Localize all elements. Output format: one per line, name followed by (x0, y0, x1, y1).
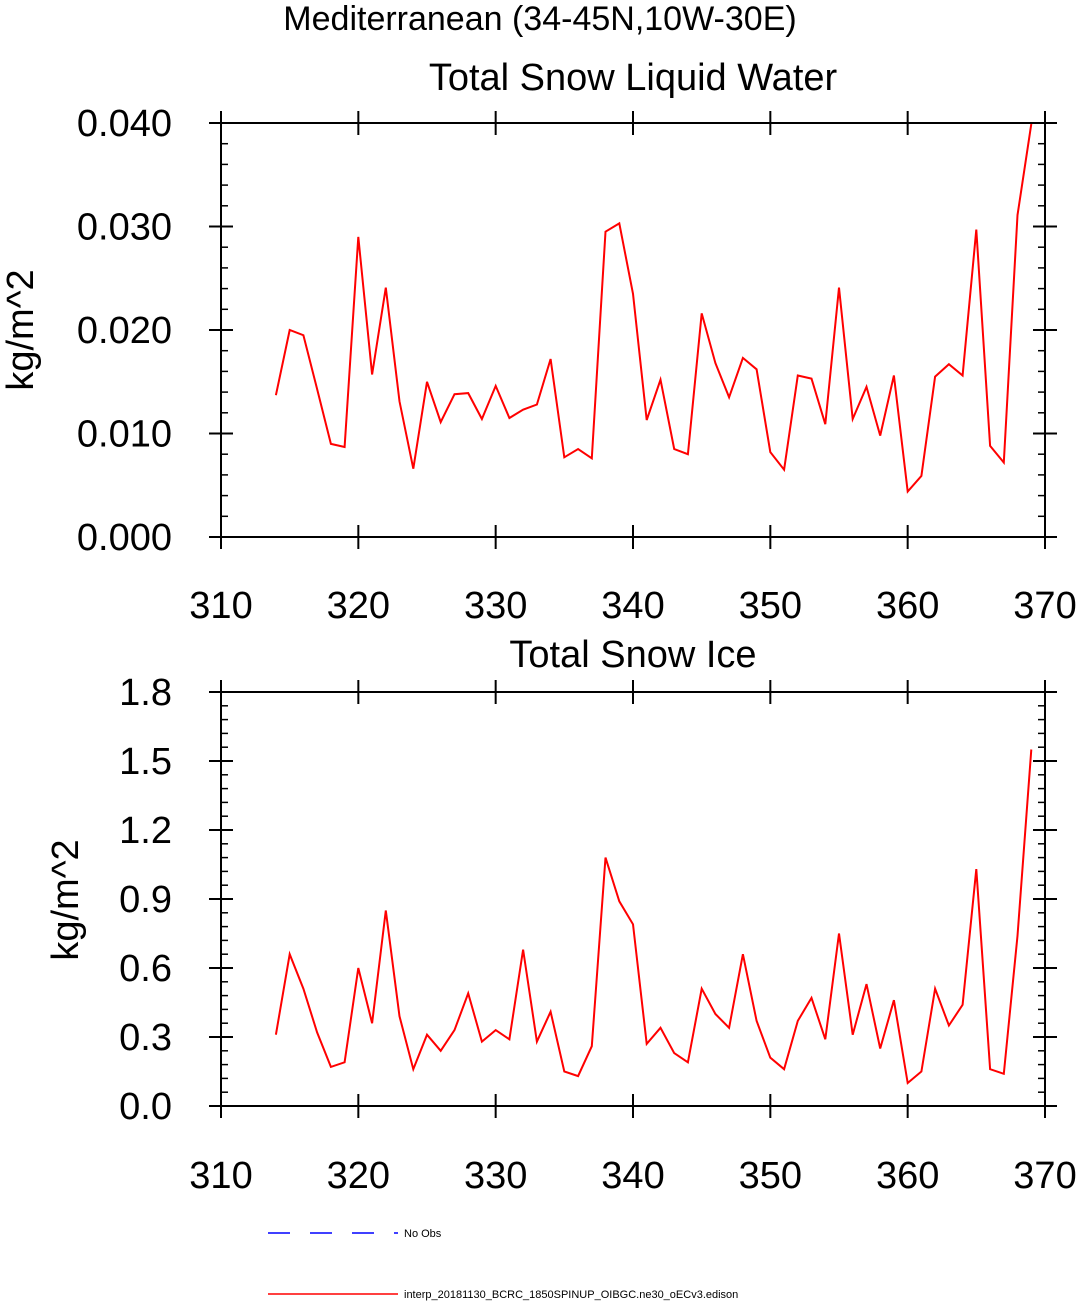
series-line-model (274, 123, 1033, 494)
x-tick-label: 350 (739, 1155, 802, 1197)
y-tick-label: 1.8 (119, 672, 172, 714)
y-tick-label: 0.0 (119, 1086, 172, 1128)
x-tick-label: 320 (327, 585, 390, 627)
x-tick-label: 340 (601, 585, 664, 627)
figure-title: Mediterranean (34-45N,10W-30E) (283, 0, 796, 38)
y-tick-label: 1.2 (119, 810, 172, 852)
x-tick-label: 320 (327, 1155, 390, 1197)
x-tick-label: 310 (189, 585, 252, 627)
x-tick-label: 330 (464, 1155, 527, 1197)
y-tick-label: 0.040 (77, 103, 172, 145)
x-tick-label: 360 (876, 585, 939, 627)
legend-label-no-obs: No Obs (404, 1228, 442, 1240)
x-tick-label: 360 (876, 1155, 939, 1197)
legend: No Obs interp_20181130_BCRC_1850SPINUP_O… (268, 1228, 738, 1301)
x-tick-label: 330 (464, 585, 527, 627)
panel-title-snow-liquid-water: Total Snow Liquid Water (429, 57, 838, 99)
y-tick-label: 0.020 (77, 310, 172, 352)
x-tick-label: 370 (1013, 1155, 1076, 1197)
y-axis-label: kg/m^2 (45, 839, 87, 960)
y-tick-label: 1.5 (119, 741, 172, 783)
y-tick-label: 0.000 (77, 517, 172, 559)
panel-snow-liquid-water: Total Snow Liquid Water kg/m^2 0.000 0.01… (0, 57, 1077, 627)
y-tick-label: 0.6 (119, 948, 172, 990)
panel-title-snow-ice: Total Snow Ice (509, 634, 756, 676)
panel-snow-ice: Total Snow Ice kg/m^2 0.0 0.3 0.6 0.9 1.2 1.5… (45, 634, 1077, 1197)
y-tick-label: 0.9 (119, 879, 172, 921)
x-tick-label: 310 (189, 1155, 252, 1197)
y-tick-label: 0.010 (77, 414, 172, 456)
x-tick-label: 340 (601, 1155, 664, 1197)
x-tick-label: 370 (1013, 585, 1076, 627)
series-line-model (274, 749, 1033, 1085)
y-axis-label: kg/m^2 (0, 269, 42, 390)
plot-frame (220, 691, 1046, 1107)
legend-label-model: interp_20181130_BCRC_1850SPINUP_OIBGC.ne… (404, 1289, 738, 1301)
y-tick-label: 0.030 (77, 207, 172, 249)
x-tick-label: 350 (739, 585, 802, 627)
y-tick-label: 0.3 (119, 1017, 172, 1059)
